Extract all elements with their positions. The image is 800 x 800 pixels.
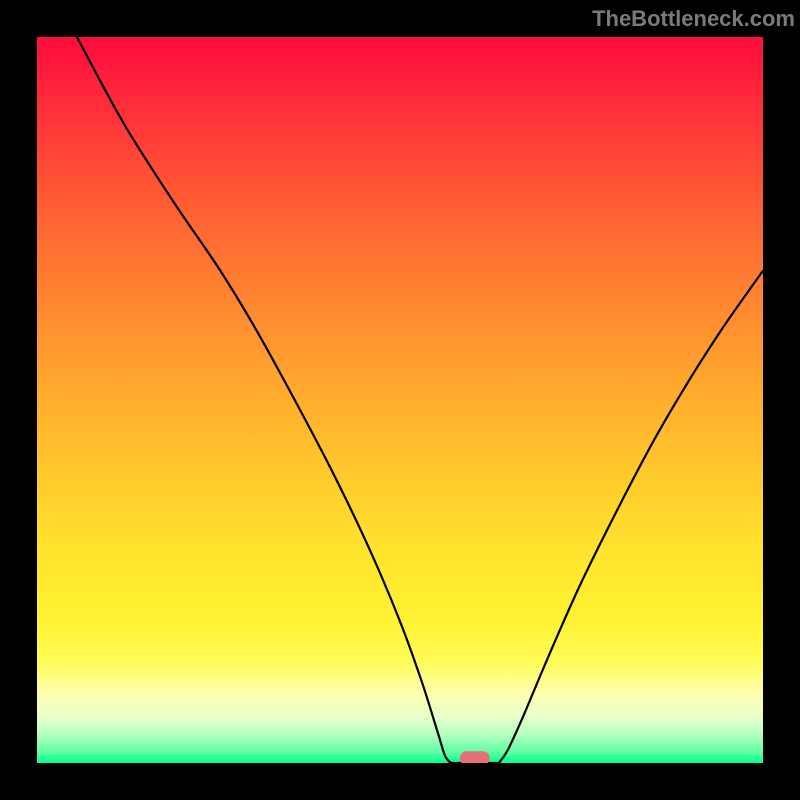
watermark-text: TheBottleneck.com <box>592 6 795 32</box>
plot-frame <box>0 0 800 800</box>
